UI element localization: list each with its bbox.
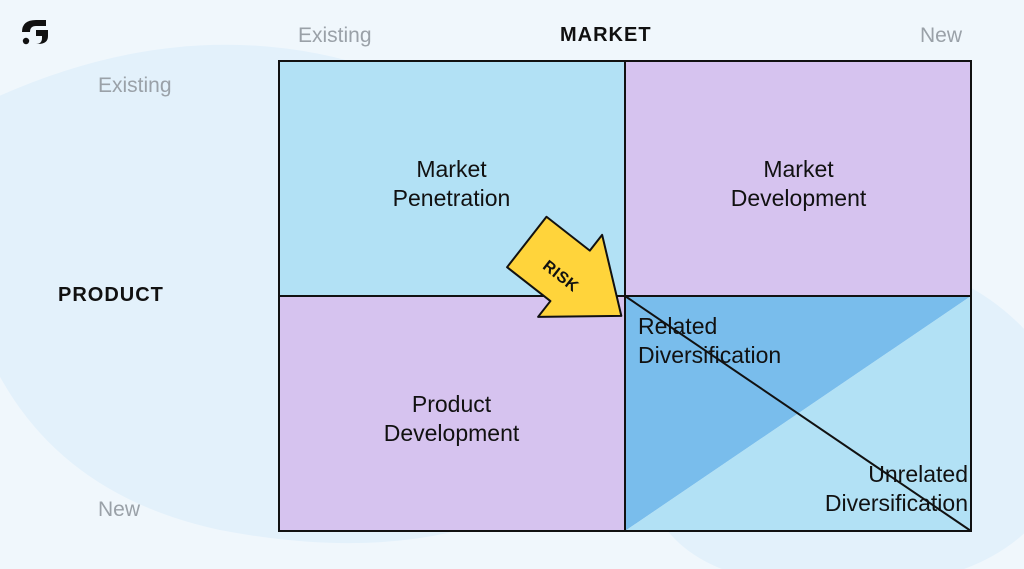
logo-icon	[18, 14, 52, 53]
axis-label-market-existing: Existing	[298, 24, 372, 48]
axis-title-product: PRODUCT	[58, 284, 164, 307]
axis-label-product-new: New	[98, 498, 140, 522]
quadrant-market-development	[625, 61, 971, 296]
axis-label-market-new: New	[920, 24, 962, 48]
axis-title-market: MARKET	[560, 24, 652, 47]
diagram-content: MARKET Existing New PRODUCT Existing New	[0, 0, 1024, 569]
ansoff-matrix: Market Penetration Market Development Pr…	[278, 60, 972, 532]
axis-label-product-existing: Existing	[98, 74, 172, 98]
quadrant-product-development	[279, 296, 625, 531]
